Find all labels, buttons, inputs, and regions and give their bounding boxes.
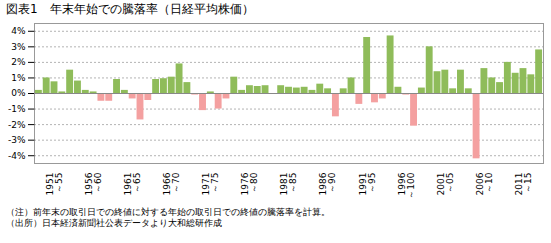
svg-text:1971～75: 1971～75: [201, 173, 220, 196]
html-text:（注）前年末の取引日での終値に対する年始の取引日での終値の騰: （注）前年末の取引日での終値に対する年始の取引日での終値の騰落率を計算。: [6, 207, 330, 217]
svg-text:1966～70: 1966～70: [162, 172, 181, 195]
svg-text:1986～90: 1986～90: [318, 172, 337, 195]
svg-text:2011～15: 2011～15: [514, 173, 533, 196]
svg-text:2001～05: 2001～05: [436, 173, 455, 196]
svg-text:1951～55: 1951～55: [45, 173, 64, 196]
svg-text:0%: 0%: [11, 88, 26, 98]
svg-text:-2%: -2%: [8, 119, 26, 129]
svg-text:1981～85: 1981～85: [279, 173, 298, 196]
svg-text:1%: 1%: [11, 73, 26, 83]
svg-text:1991～95: 1991～95: [358, 173, 377, 196]
svg-text:-3%: -3%: [8, 135, 26, 145]
svg-text:1956～60: 1956～60: [84, 172, 103, 195]
html-text:図表1 年末年始での騰落率（日経平均株価）: 図表1 年末年始での騰落率（日経平均株価）: [6, 2, 254, 16]
svg-text:-4%: -4%: [8, 151, 26, 161]
svg-text:4%: 4%: [11, 26, 26, 36]
svg-text:2006～10: 2006～10: [475, 172, 494, 195]
svg-text:1996～100: 1996～100: [397, 172, 416, 198]
svg-text:2%: 2%: [11, 57, 26, 67]
svg-text:-1%: -1%: [8, 104, 26, 114]
svg-text:3%: 3%: [11, 42, 26, 52]
html-text:（出所）日本経済新聞社公表データより大和総研作成: （出所）日本経済新聞社公表データより大和総研作成: [6, 218, 222, 228]
svg-text:1976～80: 1976～80: [240, 172, 259, 195]
svg-text:1961～65: 1961～65: [123, 173, 142, 196]
